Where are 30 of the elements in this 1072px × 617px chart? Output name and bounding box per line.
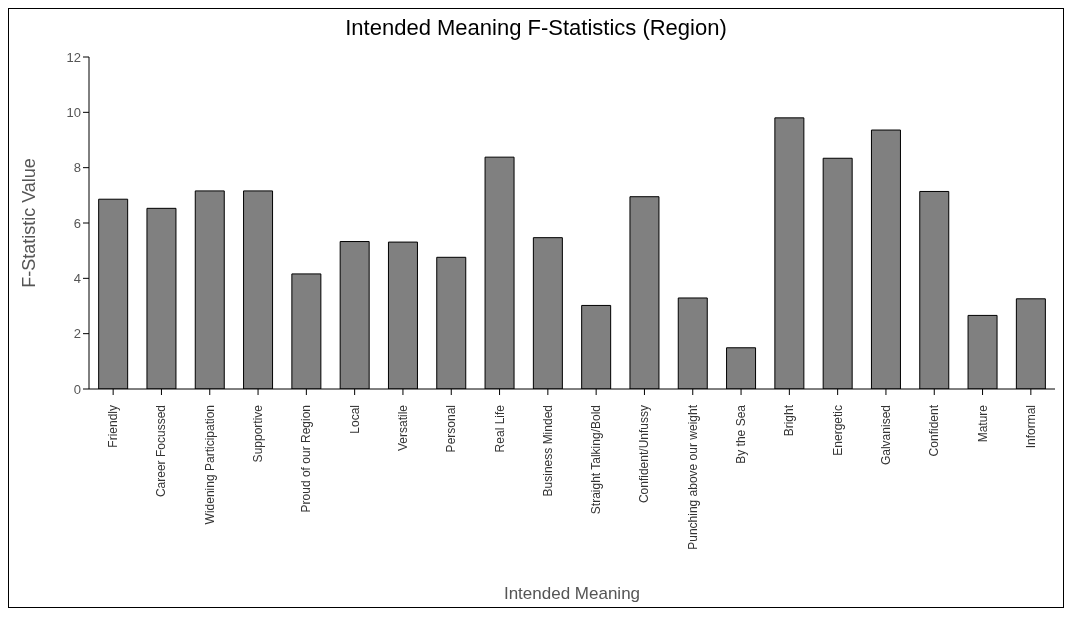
x-tick-label: Mature bbox=[975, 404, 990, 443]
x-tick-label: Confident/Unfussy bbox=[637, 405, 652, 504]
x-axis-title: Intended Meaning bbox=[503, 584, 641, 603]
y-tick-label: 2 bbox=[73, 326, 81, 342]
y-tick-label: 10 bbox=[66, 104, 81, 120]
x-tick-label: Real Life bbox=[492, 404, 507, 453]
y-tick-label: 6 bbox=[73, 215, 81, 231]
x-tick-label: Business Minded bbox=[540, 405, 555, 497]
x-tick-label: Punching above our weight bbox=[685, 404, 700, 550]
x-tick-label: Confident bbox=[927, 404, 942, 457]
x-tick-label: Local bbox=[347, 405, 362, 434]
x-tick-label: Informal bbox=[1023, 405, 1038, 449]
x-tick-label: Proud of our Region bbox=[299, 405, 314, 513]
x-tick-label: Bright bbox=[782, 404, 797, 437]
x-tick-label: Straight Talking/Bold bbox=[589, 405, 604, 515]
x-tick-label: Versatile bbox=[395, 404, 410, 452]
y-tick-label: 4 bbox=[73, 270, 81, 286]
x-tick-label: Energetic bbox=[830, 405, 845, 456]
x-tick-label: Widening Participation bbox=[202, 405, 217, 525]
x-tick-label: Personal bbox=[444, 405, 459, 453]
y-tick-label: 8 bbox=[73, 160, 81, 176]
y-tick-label: 12 bbox=[66, 49, 81, 65]
x-tick-label: Supportive bbox=[251, 404, 266, 463]
x-tick-label: By the Sea bbox=[734, 404, 749, 464]
chart-title: Intended Meaning F-Statistics (Region) bbox=[344, 14, 728, 42]
y-axis-title: F-Statistic Value bbox=[19, 158, 40, 288]
x-tick-label: Galvanised bbox=[878, 405, 893, 466]
x-tick-label: Friendly bbox=[106, 405, 121, 448]
x-tick-label: Career Focussed bbox=[154, 405, 169, 498]
y-tick-label: 0 bbox=[73, 381, 81, 397]
